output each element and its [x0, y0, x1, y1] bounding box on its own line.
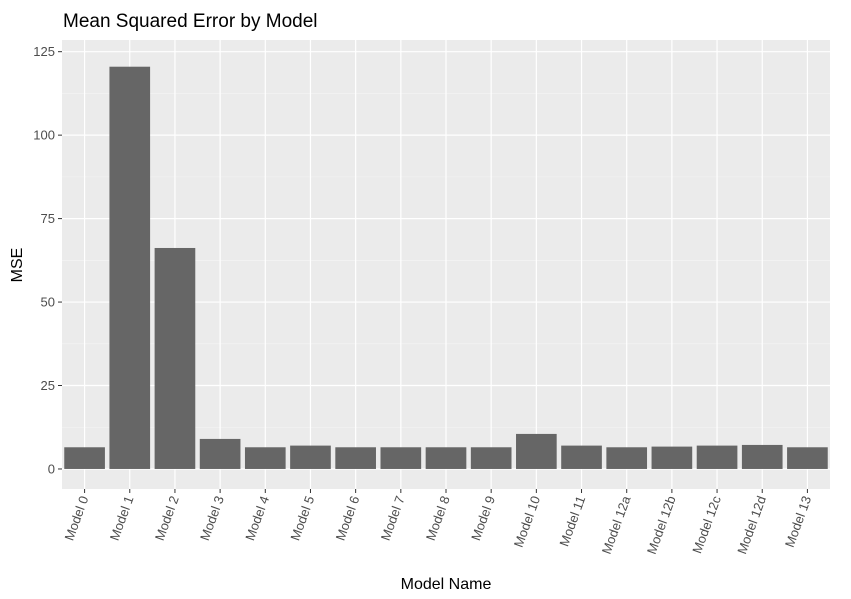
bar [290, 445, 331, 469]
chart-title: Mean Squared Error by Model [63, 11, 318, 32]
y-tick-label: 0 [48, 461, 55, 476]
bars [64, 66, 828, 469]
x-tick-label: Model 12c [689, 493, 724, 555]
x-tick-label: Model 0 [61, 494, 91, 543]
bar [606, 447, 648, 469]
bar [696, 445, 738, 469]
x-tick-label: Model 12d [734, 494, 769, 556]
bar [109, 66, 151, 469]
x-tick-label: Model 9 [468, 494, 498, 543]
x-tick-label: Model 7 [378, 494, 408, 543]
y-axis-title: MSE [9, 248, 26, 283]
y-tick-label: 125 [33, 44, 55, 59]
bar [199, 438, 241, 469]
y-tick-label: 100 [33, 128, 55, 143]
bar [516, 433, 557, 469]
y-tick-label: 75 [41, 211, 55, 226]
bar [787, 447, 828, 469]
y-axis: 0 25 50 75 100 125 [33, 44, 62, 476]
bar [64, 447, 105, 469]
bar [244, 447, 286, 469]
x-axis-title: Model Name [401, 576, 492, 593]
bar [741, 444, 783, 469]
bar [425, 447, 467, 469]
bar [561, 445, 602, 469]
bar [651, 446, 693, 469]
x-tick-label: Model 13 [782, 494, 814, 549]
x-tick-label: Model 3 [197, 494, 227, 543]
x-tick-label: Model 4 [242, 494, 272, 543]
x-axis: Model 0 Model 1 Model 2 Model 3 Model 4 Model… [61, 489, 814, 556]
x-tick-label: Model 11 [556, 494, 588, 548]
bar [380, 447, 422, 469]
x-tick-label: Model 6 [333, 494, 363, 543]
x-tick-label: Model 10 [511, 494, 543, 549]
y-tick-label: 25 [41, 378, 55, 393]
x-tick-label: Model 12b [644, 494, 679, 556]
x-tick-label: Model 2 [152, 494, 182, 543]
x-tick-label: Model 1 [107, 494, 137, 543]
x-tick-label: Model 8 [423, 494, 453, 543]
bar [335, 447, 376, 469]
y-tick-label: 50 [41, 295, 55, 310]
x-tick-label: Model 5 [287, 494, 317, 543]
bar [154, 247, 196, 469]
x-tick-label: Model 12a [599, 493, 634, 556]
bar [470, 447, 512, 469]
